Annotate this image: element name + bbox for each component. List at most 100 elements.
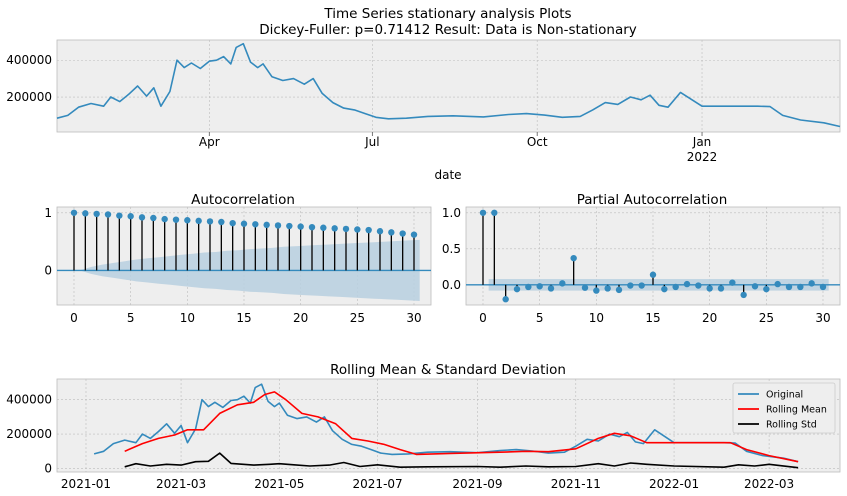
pacf-marker <box>819 283 827 291</box>
ts-xtick-label: Jan <box>692 135 712 149</box>
acf-marker <box>240 220 248 227</box>
pacf-marker <box>763 285 770 293</box>
pacf-ytick-label: 0.5 <box>442 242 461 256</box>
pacf-marker <box>502 296 509 303</box>
legend-label: Rolling Mean <box>766 405 827 416</box>
legend: Original Rolling Mean Rolling Std <box>732 382 836 434</box>
acf-xtick-label: 30 <box>406 311 421 325</box>
pacf-marker <box>740 291 747 299</box>
acf-xtick-label: 15 <box>236 311 251 325</box>
acf-xtick-label: 20 <box>293 311 308 325</box>
acf-marker <box>104 211 112 218</box>
acf-marker <box>376 228 384 235</box>
acf-marker <box>274 222 282 229</box>
pacf-xtick-label: 25 <box>759 311 774 325</box>
acf-panel: 010 5 10 15 20 25 30 <box>44 206 432 325</box>
pacf-marker <box>638 282 645 289</box>
acf-ytick-label: 1 <box>44 206 52 220</box>
pacf-marker <box>570 254 577 262</box>
acf-marker <box>308 223 316 231</box>
acf-marker <box>388 229 395 236</box>
pacf-marker <box>808 280 815 287</box>
acf-marker <box>82 210 89 217</box>
rolling-xtick-label: 2021-03 <box>156 477 206 491</box>
acf-xtick-label: 0 <box>70 311 78 325</box>
legend-label: Original <box>766 390 803 401</box>
series-line-original <box>93 383 799 463</box>
acf-xtick-label: 10 <box>180 311 195 325</box>
rolling-ytick-label: 0 <box>44 462 52 476</box>
acf-marker <box>116 212 123 219</box>
pacf-marker <box>729 279 736 286</box>
ts-xtick-label: Jul <box>364 135 379 149</box>
acf-marker <box>410 231 418 238</box>
acf-marker <box>365 226 372 234</box>
pacf-marker <box>672 283 679 291</box>
acf-marker <box>399 230 406 237</box>
series-line-rolling-std <box>124 452 799 469</box>
pacf-marker <box>547 285 555 292</box>
ts-ytick-label: 400000 <box>6 53 52 67</box>
acf-title: Autocorrelation <box>191 192 295 208</box>
acf-marker <box>218 218 225 226</box>
pacf-marker <box>604 285 611 292</box>
pacf-marker <box>706 285 713 292</box>
time-series-xlabel: date <box>434 168 461 182</box>
rolling-xtick-label: 2021-09 <box>452 477 502 491</box>
pacf-title: Partial Autocorrelation <box>577 192 728 208</box>
rolling-xtick-label: 2021-07 <box>353 477 403 491</box>
acf-marker <box>286 222 293 230</box>
rolling-xtick-label: 2021-11 <box>551 477 601 491</box>
pacf-marker <box>581 284 589 291</box>
pacf-marker <box>751 283 759 290</box>
pacf-marker <box>627 282 634 289</box>
pacf-marker <box>717 285 725 292</box>
acf-marker <box>206 218 214 225</box>
acf-marker <box>252 221 259 228</box>
pacf-xtick-label: 0 <box>479 311 487 325</box>
pacf-marker <box>797 283 804 291</box>
rolling-xtick-label: 2021-05 <box>254 477 304 491</box>
acf-marker <box>184 217 191 224</box>
pacf-marker <box>661 285 668 293</box>
pacf-marker <box>479 209 487 216</box>
pacf-marker <box>536 283 543 290</box>
pacf-marker <box>649 271 657 278</box>
legend-label: Rolling Std <box>766 420 817 431</box>
acf-ytick-label: 0 <box>44 263 52 277</box>
figure-title-line1: Time Series stationary analysis Plots <box>323 6 571 22</box>
acf-marker <box>354 226 361 233</box>
series-line-time-series <box>56 42 841 128</box>
pacf-marker <box>683 280 691 288</box>
ts-xtick-sublabel: 2022 <box>687 150 718 164</box>
pacf-marker <box>593 287 600 294</box>
pacf-marker <box>695 282 702 289</box>
ts-xtick-label: Apr <box>199 135 220 149</box>
legend-box <box>732 382 836 434</box>
pacf-ytick-label: 0.0 <box>442 278 461 292</box>
pacf-marker <box>615 286 623 294</box>
rolling-axes <box>56 378 841 473</box>
pacf-xtick-label: 20 <box>702 311 717 325</box>
ts-xtick-label: Oct <box>527 135 548 149</box>
rolling-xtick-label: 2021-01 <box>61 477 111 491</box>
pacf-marker <box>513 285 521 293</box>
pacf-marker <box>774 280 781 288</box>
figure-title: Time Series stationary analysis Plots Di… <box>259 6 637 38</box>
rolling-ytick-label: 200000 <box>6 427 52 441</box>
acf-marker <box>161 215 168 223</box>
acf-marker <box>229 219 236 227</box>
acf-xtick-label: 25 <box>350 311 365 325</box>
rolling-xtick-label: 2022-03 <box>744 477 794 491</box>
pacf-xtick-label: 15 <box>645 311 660 325</box>
figure-title-line2: Dickey-Fuller: p=0.71412 Result: Data is… <box>259 22 637 38</box>
time-series-axes <box>56 39 841 133</box>
acf-marker <box>320 224 327 231</box>
acf-marker <box>195 217 202 225</box>
rolling-xtick-label: 2022-01 <box>649 477 699 491</box>
pacf-marker <box>559 280 566 287</box>
pacf-marker <box>525 283 532 291</box>
pacf-marker <box>785 283 793 291</box>
pacf-xtick-label: 5 <box>536 311 544 325</box>
